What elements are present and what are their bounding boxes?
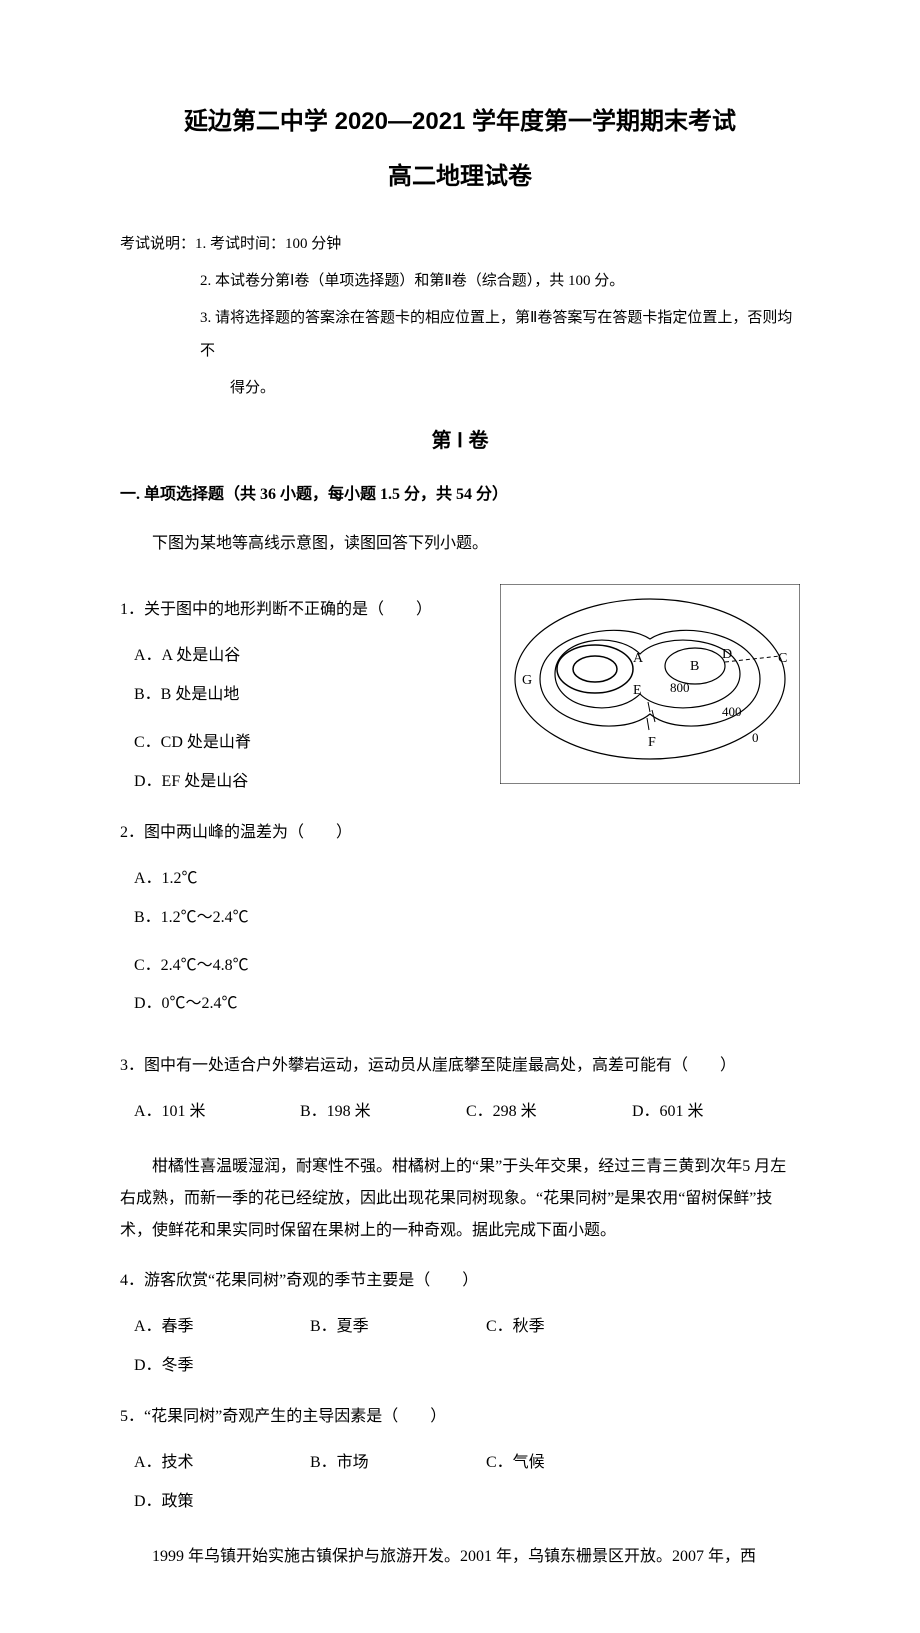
q2-option-b: B．1.2℃～2.4℃ xyxy=(134,899,312,937)
q3-option-d: D．601 米 xyxy=(632,1093,798,1131)
q4-options: A．春季 B．夏季 C．秋季 D．冬季 xyxy=(134,1308,800,1385)
q4-option-b: B．夏季 xyxy=(310,1308,486,1346)
q2-options-2: C．2.4℃～4.8℃ D．0℃～2.4℃ xyxy=(134,947,480,1024)
q5-option-b: B．市场 xyxy=(310,1444,486,1482)
q1-option-b: B．B 处是山地 xyxy=(134,676,312,714)
label-g: G xyxy=(522,673,532,688)
contour-figure: A B C D E F G 800 400 0 xyxy=(500,578,800,784)
instruction-line-3b: 得分。 xyxy=(120,372,800,405)
q2-option-c: C．2.4℃～4.8℃ xyxy=(134,947,312,985)
exam-title-line1: 延边第二中学 2020—2021 学年度第一学期期末考试 xyxy=(120,100,800,143)
instruction-1: 1. 考试时间：100 分钟 xyxy=(195,236,341,252)
q3-option-a: A．101 米 xyxy=(134,1093,300,1131)
q3-option-b: B．198 米 xyxy=(300,1093,466,1131)
q2-options: A．1.2℃ B．1.2℃～2.4℃ xyxy=(134,860,480,937)
intro-1: 下图为某地等高线示意图，读图回答下列小题。 xyxy=(120,528,800,560)
q1-q2-text: 1．关于图中的地形判断不正确的是（ ） A．A 处是山谷 B．B 处是山地 C．… xyxy=(120,578,480,1034)
q1-option-c: C．CD 处是山脊 xyxy=(134,724,312,762)
q1-option-d: D．EF 处是山谷 xyxy=(134,763,312,801)
passage-1: 柑橘性喜温暖湿润，耐寒性不强。柑橘树上的“果”于头年交果，经过三青三黄到次年5 … xyxy=(120,1151,800,1247)
q5-option-a: A．技术 xyxy=(134,1444,310,1482)
contour-label-400: 400 xyxy=(722,704,742,719)
contour-svg: A B C D E F G 800 400 0 xyxy=(500,584,800,784)
q3-option-c: C．298 米 xyxy=(466,1093,632,1131)
label-a: A xyxy=(633,651,644,666)
contour-label-800: 800 xyxy=(670,680,690,695)
q1-options-2: C．CD 处是山脊 D．EF 处是山谷 xyxy=(134,724,480,801)
q4-option-d: D．冬季 xyxy=(134,1347,310,1385)
q5-option-c: C．气候 xyxy=(486,1444,662,1482)
q2-option-d: D．0℃～2.4℃ xyxy=(134,985,312,1023)
label-c: C xyxy=(778,651,787,666)
contour-label-0: 0 xyxy=(752,730,759,745)
q2-stem: 2．图中两山峰的温差为（ ） xyxy=(120,815,480,850)
q4-option-a: A．春季 xyxy=(134,1308,310,1346)
exam-page: 延边第二中学 2020—2021 学年度第一学期期末考试 高二地理试卷 考试说明… xyxy=(0,0,920,1633)
instruction-line-2: 2. 本试卷分第Ⅰ卷（单项选择题）和第Ⅱ卷（综合题），共 100 分。 xyxy=(120,265,800,298)
label-f: F xyxy=(648,735,656,750)
q5-stem: 5．“花果同树”奇观产生的主导因素是（ ） xyxy=(120,1399,800,1434)
instruction-line-1: 考试说明：1. 考试时间：100 分钟 xyxy=(120,228,800,261)
exam-title-line2: 高二地理试卷 xyxy=(120,155,800,198)
instruction-line-3a: 3. 请将选择题的答案涂在答题卡的相应位置上，第Ⅱ卷答案写在答题卡指定位置上，否… xyxy=(120,302,800,368)
label-b: B xyxy=(690,659,699,674)
q4-stem: 4．游客欣赏“花果同树”奇观的季节主要是（ ） xyxy=(120,1263,800,1298)
section-1-header: 一. 单项选择题（共 36 小题，每小题 1.5 分，共 54 分） xyxy=(120,481,800,510)
passage-2: 1999 年乌镇开始实施古镇保护与旅游开发。2001 年，乌镇东栅景区开放。20… xyxy=(120,1541,800,1573)
q1-options: A．A 处是山谷 B．B 处是山地 xyxy=(134,637,480,714)
q1-q2-with-figure: 1．关于图中的地形判断不正确的是（ ） A．A 处是山谷 B．B 处是山地 C．… xyxy=(120,578,800,1034)
instruction-prefix: 考试说明： xyxy=(120,236,195,252)
section-1-label: 第 Ⅰ 卷 xyxy=(120,423,800,459)
q2-option-a: A．1.2℃ xyxy=(134,860,312,898)
q4-option-c: C．秋季 xyxy=(486,1308,662,1346)
q3-stem: 3．图中有一处适合户外攀岩运动，运动员从崖底攀至陡崖最高处，高差可能有（ ） xyxy=(120,1048,800,1083)
q5-options: A．技术 B．市场 C．气候 D．政策 xyxy=(134,1444,800,1521)
q1-option-a: A．A 处是山谷 xyxy=(134,637,312,675)
q1-stem: 1．关于图中的地形判断不正确的是（ ） xyxy=(120,592,480,627)
label-e: E xyxy=(633,683,642,698)
exam-instructions: 考试说明：1. 考试时间：100 分钟 2. 本试卷分第Ⅰ卷（单项选择题）和第Ⅱ… xyxy=(120,228,800,405)
figure-border xyxy=(500,584,800,784)
label-d: D xyxy=(722,647,732,662)
q5-option-d: D．政策 xyxy=(134,1483,310,1521)
q3-options: A．101 米 B．198 米 C．298 米 D．601 米 xyxy=(134,1093,800,1131)
